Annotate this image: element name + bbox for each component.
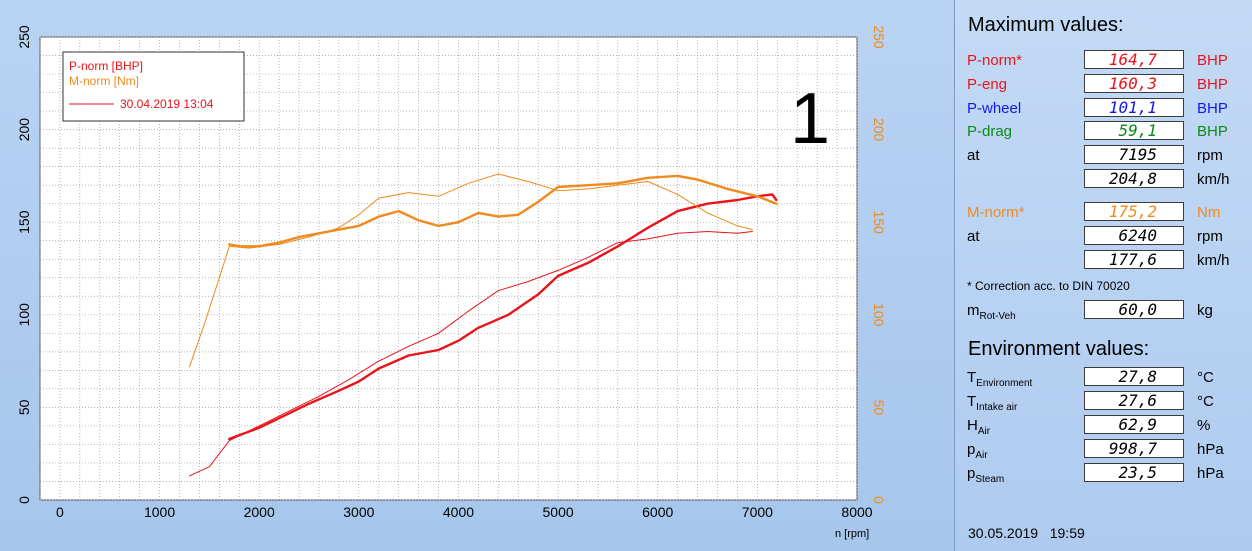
series-line-2 — [189, 231, 753, 477]
at-kmh-value: 204,8 — [1084, 169, 1184, 188]
p-drag-label: P-drag — [967, 123, 1013, 140]
y-right-tick-label: 200 — [871, 118, 887, 142]
x-tick-label: 3000 — [343, 504, 374, 520]
y-left-tick-label: 0 — [16, 496, 32, 504]
p-eng-label: P-eng — [967, 76, 1008, 93]
t-intake-unit: °C — [1197, 393, 1214, 410]
legend: P-norm [BHP]M-norm [Nm] 30.04.2019 13:04 — [62, 51, 245, 122]
x-tick-label: 6000 — [642, 504, 673, 520]
p-wheel-value: 101,1 — [1084, 98, 1184, 117]
m-at-kmh-unit: km/h — [1197, 252, 1230, 269]
at-rpm-value: 7195 — [1084, 145, 1184, 164]
at-rpm-unit: rpm — [1197, 147, 1223, 164]
row-p-wheel: P-wheel 101,1 BHP — [967, 98, 1252, 120]
p-norm-label: P-norm* — [967, 52, 1023, 69]
series-line-3 — [189, 173, 753, 368]
h-air-value: 62,9 — [1084, 415, 1184, 434]
at-kmh-unit: km/h — [1197, 171, 1230, 188]
row-p-air: pAir 998,7 hPa — [967, 439, 1252, 461]
row-m-rot: mRot-Veh 60,0 kg — [967, 300, 1252, 322]
m-norm-value: 175,2 — [1084, 202, 1184, 221]
m-at-rpm-value: 6240 — [1084, 226, 1184, 245]
legend-item-p-norm: P-norm [BHP] — [69, 59, 143, 73]
x-tick-label: 0 — [56, 504, 64, 520]
p-norm-unit: BHP — [1197, 52, 1228, 69]
chart-pane: 0 1000 2000 3000 4000 5000 6000 7000 8000 0 50 100 1… — [0, 0, 955, 551]
h-air-unit: % — [1197, 417, 1211, 434]
x-tick-label: 2000 — [244, 504, 275, 520]
row-at-rpm: at 7195 rpm — [967, 145, 1252, 167]
y-left-tick-label: 250 — [16, 25, 32, 49]
maximum-values-title: Maximum values: — [968, 14, 1124, 36]
row-m-at-kmh: 177,6 km/h — [967, 250, 1252, 272]
p-steam-unit: hPa — [1197, 465, 1224, 482]
p-air-unit: hPa — [1197, 441, 1224, 458]
row-at-kmh: 204,8 km/h — [967, 169, 1252, 191]
series-line-0 — [228, 193, 778, 441]
row-t-intake: TIntake air 27,6 °C — [967, 391, 1252, 413]
series-line-1 — [228, 174, 778, 248]
legend-box — [62, 51, 245, 122]
y-right-tick-label: 100 — [871, 303, 887, 327]
row-h-air: HAir 62,9 % — [967, 415, 1252, 437]
row-m-at-rpm: at 6240 rpm — [967, 226, 1252, 248]
legend-item-m-norm: M-norm [Nm] — [69, 74, 139, 88]
correction-note: * Correction acc. to DIN 70020 — [967, 279, 1130, 293]
x-tick-label: 1000 — [144, 504, 175, 520]
at-label: at — [967, 147, 980, 164]
row-t-env: TEnvironment 27,8 °C — [967, 367, 1252, 389]
values-panel: Maximum values: P-norm* 164,7 BHP P-eng … — [955, 0, 1252, 551]
p-steam-label: pSteam — [967, 465, 1005, 485]
t-env-unit: °C — [1197, 369, 1214, 386]
row-p-eng: P-eng 160,3 BHP — [967, 74, 1252, 96]
m-rot-unit: kg — [1197, 302, 1213, 319]
y-left-tick-label: 100 — [16, 303, 32, 327]
row-m-norm: M-norm* 175,2 Nm — [967, 202, 1252, 224]
legend-item-reference-run: 30.04.2019 13:04 — [120, 97, 214, 111]
p-air-value: 998,7 — [1084, 439, 1184, 458]
p-wheel-unit: BHP — [1197, 100, 1228, 117]
p-wheel-label: P-wheel — [967, 100, 1022, 117]
p-eng-unit: BHP — [1197, 76, 1228, 93]
y-right-tick-label: 250 — [871, 25, 887, 49]
date-stamp: 30.05.2019 19:59 — [968, 525, 1085, 541]
p-air-label: pAir — [967, 441, 988, 461]
p-drag-unit: BHP — [1197, 123, 1228, 140]
m-at-kmh-value: 177,6 — [1084, 250, 1184, 269]
x-axis-label: n [rpm] — [835, 528, 869, 540]
p-norm-value: 164,7 — [1084, 50, 1184, 69]
t-env-label: TEnvironment — [967, 369, 1033, 389]
t-intake-value: 27,6 — [1084, 391, 1184, 410]
row-p-drag: P-drag 59,1 BHP — [967, 121, 1252, 143]
row-p-steam: pSteam 23,5 hPa — [967, 463, 1252, 485]
x-tick-label: 7000 — [742, 504, 773, 520]
x-tick-label: 4000 — [443, 504, 474, 520]
graph-number: 1 — [790, 79, 830, 159]
dyno-chart: 0 1000 2000 3000 4000 5000 6000 7000 80000501001… — [16, 25, 887, 540]
m-at-label: at — [967, 228, 980, 245]
m-norm-unit: Nm — [1197, 204, 1221, 221]
p-eng-value: 160,3 — [1084, 74, 1184, 93]
x-tick-label: 8000 — [841, 504, 872, 520]
row-p-norm: P-norm* 164,7 BHP — [967, 50, 1252, 72]
y-left-tick-label: 50 — [16, 399, 32, 415]
p-steam-value: 23,5 — [1084, 463, 1184, 482]
t-intake-label: TIntake air — [967, 393, 1018, 413]
y-right-tick-label: 0 — [871, 496, 887, 504]
x-tick-label: 5000 — [543, 504, 574, 520]
t-env-value: 27,8 — [1084, 367, 1184, 386]
y-right-tick-label: 150 — [871, 211, 887, 235]
environment-values-title: Environment values: — [968, 338, 1150, 360]
y-left-tick-label: 200 — [16, 118, 32, 142]
m-rot-label: mRot-Veh — [967, 302, 1016, 322]
y-right-tick-label: 50 — [871, 400, 887, 416]
m-norm-label: M-norm* — [967, 204, 1025, 221]
m-rot-value: 60,0 — [1084, 300, 1184, 319]
h-air-label: HAir — [967, 417, 991, 437]
p-drag-value: 59,1 — [1084, 121, 1184, 140]
m-at-rpm-unit: rpm — [1197, 228, 1223, 245]
y-left-tick-label: 150 — [16, 210, 32, 234]
